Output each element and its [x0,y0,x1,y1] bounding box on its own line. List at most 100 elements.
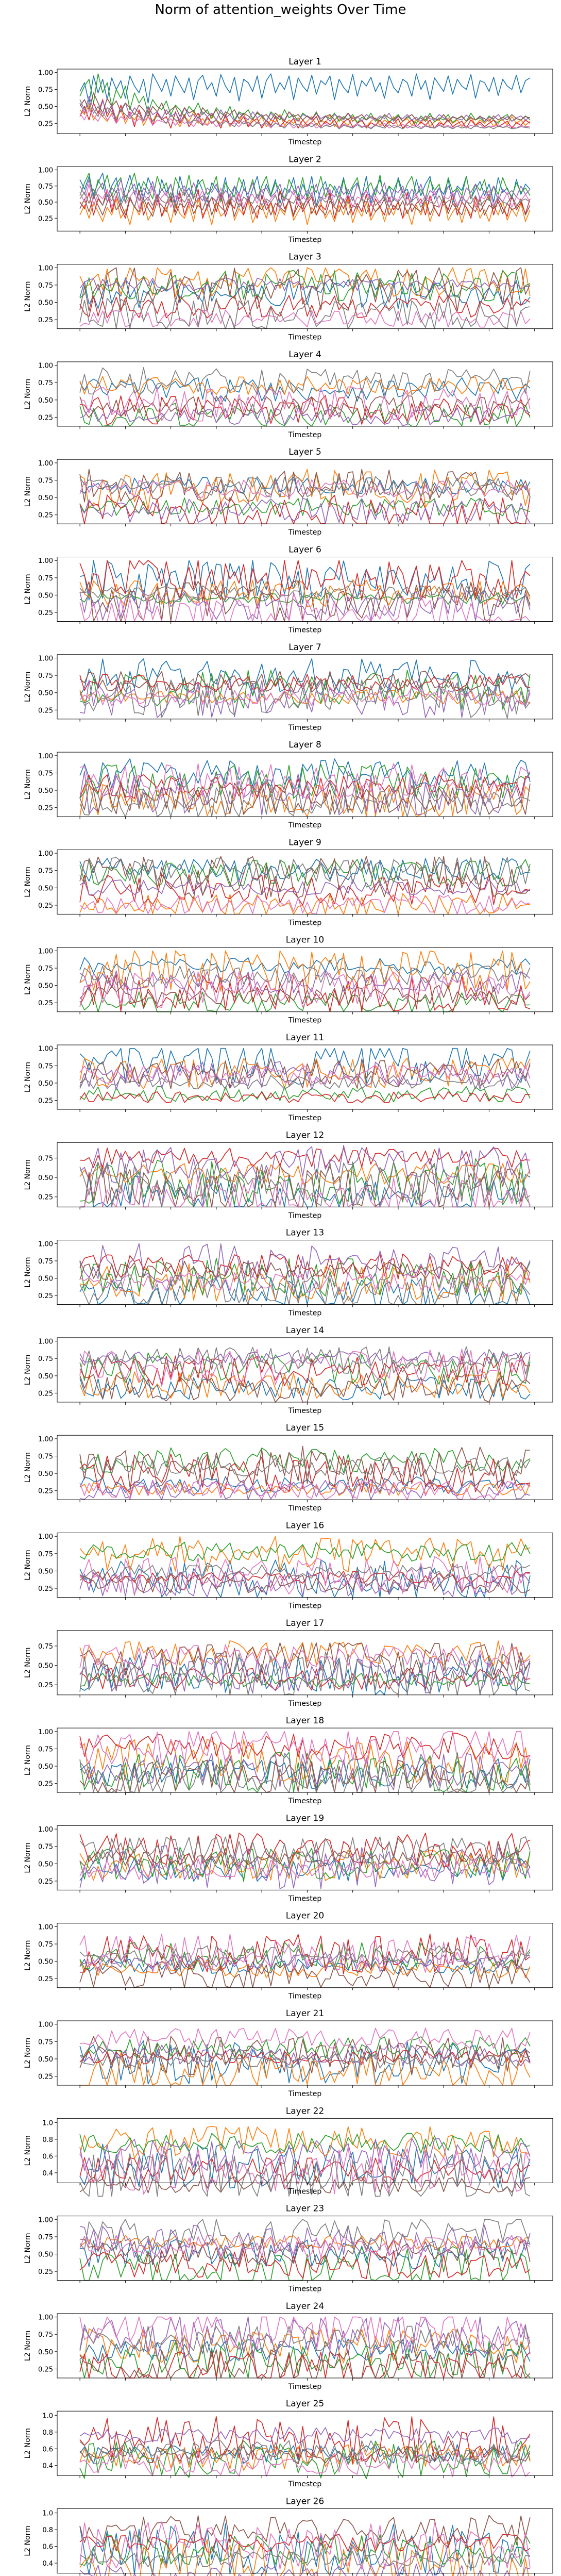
layer-25-ytick-label: 0.6 [42,2446,53,2453]
layer-8-ytick-label: 0.50 [38,787,53,795]
layer-5-title: Layer 5 [288,447,321,457]
layer-15-ytick-label: 1.00 [38,1436,53,1443]
layer-9-ytick-label: 1.00 [38,850,53,858]
layer-16-ytick-label: 0.25 [38,1585,53,1593]
layer-15-title: Layer 15 [286,1423,324,1433]
layer-4-series-1 [79,377,531,402]
layer-18-series-6 [79,1759,531,1793]
layer-23-series-4 [79,2250,531,2279]
layer-26-series-6 [79,2515,531,2547]
layer-26-chart: Layer 260.40.60.81.001020304050607080901… [24,2497,553,2576]
layer-3-chart: Layer 3 0.25 0.50 0.75 1.00 Timestep L2 Norm [24,252,553,342]
layer-1-series-8 [79,99,531,129]
layer-10-series-8 [79,966,531,988]
layer-23-series-6 [80,2237,531,2265]
layer-20-ylabel: L2 Norm [24,1940,32,1971]
layer-21-title: Layer 21 [286,2008,324,2019]
layer-8-chart: Layer 8 0.25 0.50 0.75 1.00 Timestep L2 Norm [24,740,553,829]
layer-26-series-2 [79,2536,529,2576]
layer-10-frame [57,947,553,1012]
layer-16-title: Layer 16 [286,1521,324,1531]
layer-4-title: Layer 4 [288,350,321,360]
layer-23-chart: Layer 23 0.25 0.50 0.75 1.00 Timestep L2 Norm [24,2204,553,2294]
layer-20-frame [57,1923,553,1988]
layer-12-frame [57,1142,553,1207]
layer-6-frame [57,557,553,622]
layer-9-ytick-label: 0.25 [38,902,53,910]
layer-14-title: Layer 14 [286,1325,324,1336]
layer-14-xlabel: Timestep [288,1407,322,1415]
layer-21-xlabel: Timestep [288,2090,322,2098]
layer-11-ytick-label: 0.25 [38,1098,53,1105]
layer-7-frame [57,654,553,720]
layer-1-ytick-label: 1.00 [38,70,53,77]
layer-5-series-6 [79,469,531,503]
layer-20-series-7 [79,1933,531,1973]
layer-26-series-1 [79,2523,531,2576]
layer-5-chart: Layer 5 0.25 0.50 0.75 1.00 Timestep L2 Norm [24,447,553,537]
layer-6-xlabel: Timestep [288,626,322,635]
layer-5-ylabel: L2 Norm [24,476,32,507]
layer-20-series-8 [79,1945,531,1967]
layer-20-xlabel: Timestep [288,1992,322,2001]
layer-9-frame [57,849,553,915]
layer-7-series-8 [79,677,531,719]
layer-10-series-1 [79,957,531,975]
layer-6-ylabel: L2 Norm [24,574,32,604]
layer-20-ytick-label: 1.00 [38,1923,53,1931]
layer-4-series-4 [79,394,531,426]
layer-7-ytick-label: 0.50 [38,690,53,697]
layer-7-ytick-label: 0.75 [38,672,53,680]
layer-24-xlabel: Timestep [288,2383,322,2391]
layer-12-chart: Layer 12 0.25 0.50 0.75 Timestep L2 Norm [24,1130,553,1220]
layer-21-series-1 [79,2040,531,2085]
layer-8-series-6 [79,783,531,815]
layer-10-ytick-label: 1.00 [38,948,53,955]
layer-2-chart: Layer 2 0.25 0.50 0.75 1.00 Timestep L2 Norm [24,154,553,244]
layer-4-series-8 [79,367,531,395]
layer-21-ytick-label: 0.75 [38,2038,53,2046]
layer-9-chart: Layer 9 0.25 0.50 0.75 1.00 Timestep L2 Norm [24,837,553,927]
layer-16-ytick-label: 0.75 [38,1551,53,1558]
layer-8-series-8 [79,786,531,817]
layer-26-ylabel: L2 Norm [24,2525,32,2556]
layer-13-title: Layer 13 [286,1228,324,1238]
layer-5-series-8 [79,476,531,498]
layer-7-title: Layer 7 [288,642,321,653]
layer-8-frame [57,752,553,817]
layer-9-ylabel: L2 Norm [24,867,32,897]
layer-3-series-2 [79,267,531,297]
layer-16-series-8 [79,1564,531,1579]
layer-23-ytick-label: 0.50 [38,2251,53,2259]
layer-17-series-5 [79,1658,531,1694]
layer-3-frame [57,264,553,329]
layer-10-ylabel: L2 Norm [24,965,32,995]
layer-13-frame [57,1240,553,1305]
layer-8-series-7 [79,763,531,800]
layer-23-frame [57,2216,553,2281]
layer-11-ytick-label: 1.00 [38,1045,53,1053]
layer-11-series-5 [79,1061,531,1090]
layer-25-series-7 [79,2450,531,2478]
layer-5-ytick-label: 0.25 [38,512,53,520]
layer-17-series-2 [79,1640,531,1667]
layer-5-frame [57,459,553,524]
layer-14-ytick-label: 0.50 [38,1373,53,1381]
layer-6-ytick-label: 1.00 [38,557,53,565]
layer-7-ytick-label: 1.00 [38,655,53,663]
layer-12-title: Layer 12 [286,1130,324,1140]
layer-15-chart: Layer 15 0.25 0.50 0.75 1.00 Timestep L2 Norm [24,1423,553,1513]
layer-19-ylabel: L2 Norm [24,1842,32,1873]
layer-14-ytick-label: 1.00 [38,1338,53,1346]
layer-16-xlabel: Timestep [288,1602,322,1610]
layer-6-series-4 [79,560,531,602]
layer-4-series-6 [79,395,531,418]
layer-24-ytick-label: 0.75 [38,2331,53,2339]
layer-21-series-3 [79,2036,531,2059]
layer-15-series-3 [79,1447,531,1473]
layer-5-ytick-label: 0.75 [38,477,53,485]
layer-7-chart: Layer 7 0.25 0.50 0.75 1.00 Timestep L2 Norm [24,642,553,732]
layer-6-series-3 [79,592,531,605]
layer-21-series-8 [79,2054,531,2069]
layer-20-chart: Layer 20 0.25 0.50 0.75 1.00 Timestep L2 Norm [24,1911,553,2001]
